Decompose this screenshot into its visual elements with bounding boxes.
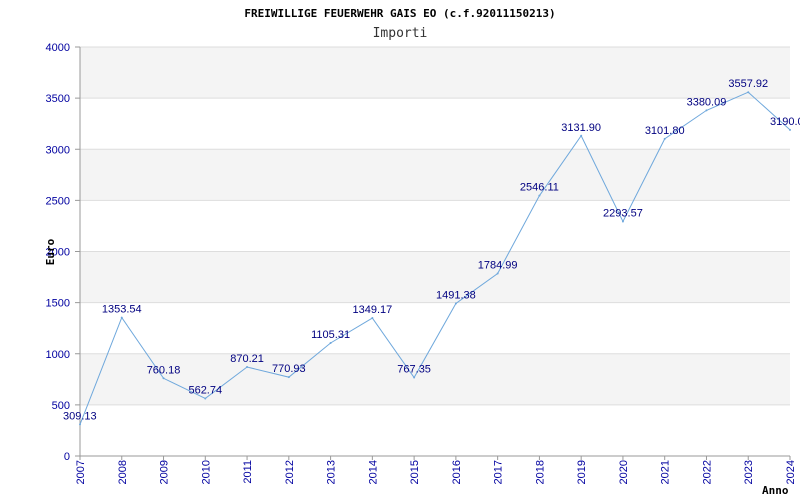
y-tick-label: 4000 [46, 42, 70, 54]
data-label: 3190.08 [770, 116, 800, 128]
data-label: 770.93 [272, 363, 306, 375]
x-axis-label: Anno [762, 484, 789, 497]
x-tick-label: 2023 [743, 460, 755, 484]
y-axis-label: Euro [44, 238, 57, 265]
plot-band [80, 149, 790, 201]
data-point [705, 109, 708, 112]
data-label: 870.21 [230, 353, 264, 365]
data-point [371, 317, 374, 320]
data-label: 3131.90 [561, 122, 601, 134]
data-point [204, 397, 207, 400]
y-tick-label: 500 [52, 400, 70, 412]
y-tick-label: 1500 [46, 298, 70, 310]
data-point [538, 194, 541, 197]
data-point [329, 341, 332, 344]
data-label: 1105.31 [311, 329, 350, 341]
data-label: 1353.54 [102, 304, 142, 316]
data-point [120, 316, 123, 319]
data-point [413, 376, 416, 379]
data-point [162, 377, 165, 380]
y-tick-label: 3000 [46, 144, 70, 156]
x-tick-label: 2012 [284, 460, 296, 484]
data-point [580, 134, 583, 137]
data-label: 760.18 [147, 364, 181, 376]
data-label: 309.13 [63, 410, 97, 422]
plot-bands [80, 47, 790, 405]
data-label: 1491.38 [436, 290, 476, 302]
x-tick-label: 2022 [701, 460, 713, 484]
x-tick-label: 2007 [75, 460, 87, 484]
plot-band [80, 47, 790, 99]
data-label: 3557.92 [728, 78, 768, 90]
y-tick-label: 1000 [46, 349, 70, 361]
plot-band [80, 251, 790, 303]
data-label: 562.74 [188, 384, 222, 396]
x-tick-label: 2015 [409, 460, 421, 484]
plot-band [80, 353, 790, 405]
data-point [454, 302, 457, 305]
chart-title: FREIWILLIGE FEUERWEHR GAIS EO (c.f.92011… [244, 7, 555, 20]
data-label: 1784.99 [478, 259, 518, 271]
x-tick-label: 2021 [660, 460, 672, 484]
x-tick-label: 2017 [493, 460, 505, 484]
x-tick-label: 2010 [200, 460, 212, 484]
x-tick-label: 2020 [618, 460, 630, 484]
x-tick-label: 2016 [451, 460, 463, 484]
data-label: 3101.80 [645, 125, 685, 137]
x-tick-label: 2024 [785, 460, 797, 484]
y-tick-label: 3500 [46, 93, 70, 105]
data-label: 1349.17 [352, 304, 392, 316]
data-point [621, 220, 624, 223]
data-point [789, 128, 791, 131]
data-point [496, 272, 499, 275]
data-point [287, 376, 290, 379]
data-point [79, 423, 81, 426]
y-tick-label: 0 [64, 451, 70, 463]
data-label: 2546.11 [520, 182, 559, 194]
x-tick-label: 2013 [326, 460, 338, 484]
x-tick-label: 2018 [534, 460, 546, 484]
x-tick-label: 2008 [117, 460, 129, 484]
data-point [663, 137, 666, 140]
data-label: 3380.09 [687, 96, 727, 108]
y-tick-label: 2500 [46, 195, 70, 207]
x-tick-label: 2011 [242, 460, 254, 484]
series-line [79, 91, 791, 425]
x-tick-label: 2019 [576, 460, 588, 484]
data-label: 767.35 [397, 364, 431, 376]
x-tick-label: 2009 [159, 460, 171, 484]
y-axis-ticks: 0 500 1000 1500 2000 2500 3000 3500 4000 [46, 42, 80, 463]
data-point [246, 366, 249, 369]
x-axis-ticks: 2007 2008 2009 2010 2011 2012 2013 2014 2015 2016… [75, 456, 797, 484]
y-tick-label: 2000 [46, 247, 70, 259]
data-labels: 309.13 1353.54 760.18 562.74 870.21 770.93 110… [63, 78, 800, 426]
data-point [747, 91, 750, 94]
chart-subtitle: Importi [373, 26, 428, 41]
x-tick-label: 2014 [367, 460, 379, 484]
data-label: 2293.57 [603, 207, 643, 219]
